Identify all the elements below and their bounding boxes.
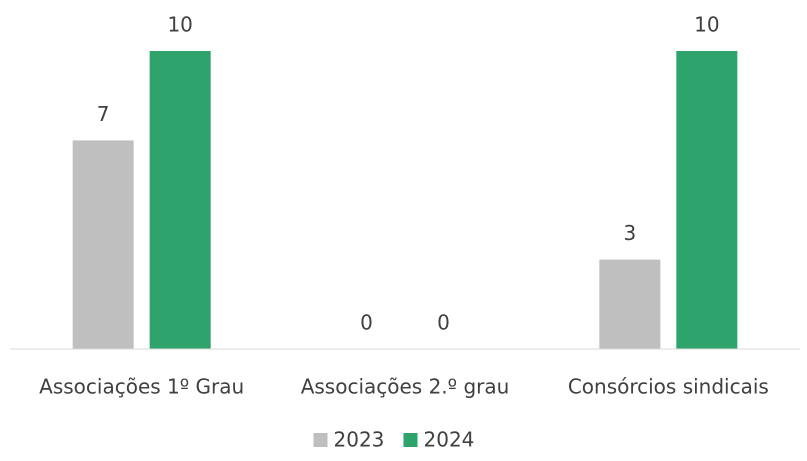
x-tick-label: Associações 1º Grau — [39, 375, 244, 399]
data-label: 0 — [360, 311, 373, 335]
bar — [149, 51, 211, 349]
legend-label: 2024 — [424, 428, 475, 452]
data-label: 3 — [623, 221, 636, 245]
x-tick-label: Consórcios sindicais — [568, 375, 769, 399]
bar — [599, 259, 661, 349]
bar — [72, 140, 134, 349]
data-label: 0 — [437, 311, 450, 335]
data-label: 10 — [694, 13, 719, 37]
legend-label: 2023 — [334, 428, 385, 452]
x-tick-label: Associações 2.º grau — [301, 375, 510, 399]
legend-swatch — [313, 433, 328, 447]
data-label: 7 — [97, 102, 110, 126]
legend-swatch — [403, 433, 418, 447]
data-label: 10 — [167, 13, 192, 37]
bar — [676, 51, 738, 349]
